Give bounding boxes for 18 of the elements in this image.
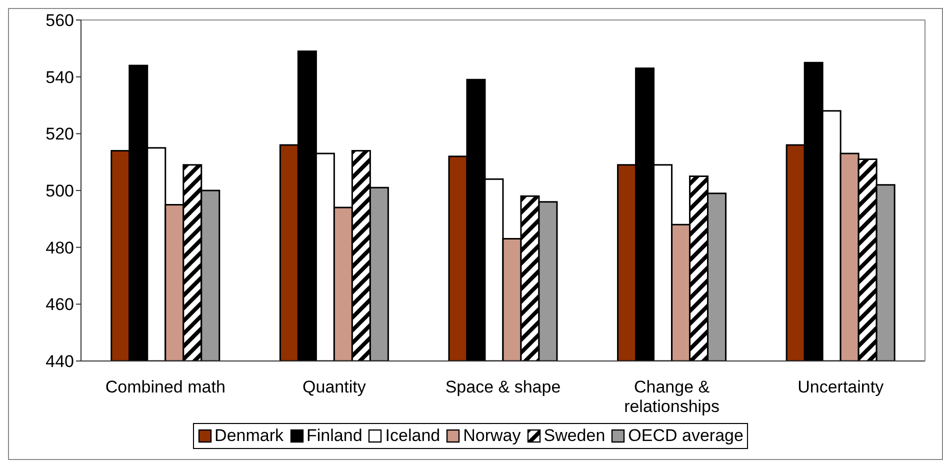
legend-label: Denmark	[214, 426, 284, 446]
y-tick-label: 500	[46, 182, 74, 201]
y-tick-label: 480	[46, 238, 74, 258]
y-tick-label: 560	[46, 11, 74, 30]
y-tick-label: 440	[46, 352, 74, 372]
y-tick-label: 460	[46, 295, 74, 314]
x-tick-label: Uncertainty	[798, 377, 884, 396]
y-tick-label: 520	[46, 124, 74, 144]
x-tick-label: Change & relationships	[624, 377, 720, 416]
legend-label: OECD average	[628, 426, 744, 446]
legend-label: Sweden	[544, 426, 606, 446]
x-tick-label: Space & shape	[445, 377, 561, 396]
legend-label: Iceland	[385, 426, 440, 446]
legend-label: Norway	[463, 426, 521, 446]
x-tick-label: Quantity	[302, 377, 366, 396]
y-tick-label: 540	[46, 68, 74, 87]
x-tick-label: Combined math	[105, 377, 226, 396]
legend-label: Finland	[306, 426, 362, 446]
